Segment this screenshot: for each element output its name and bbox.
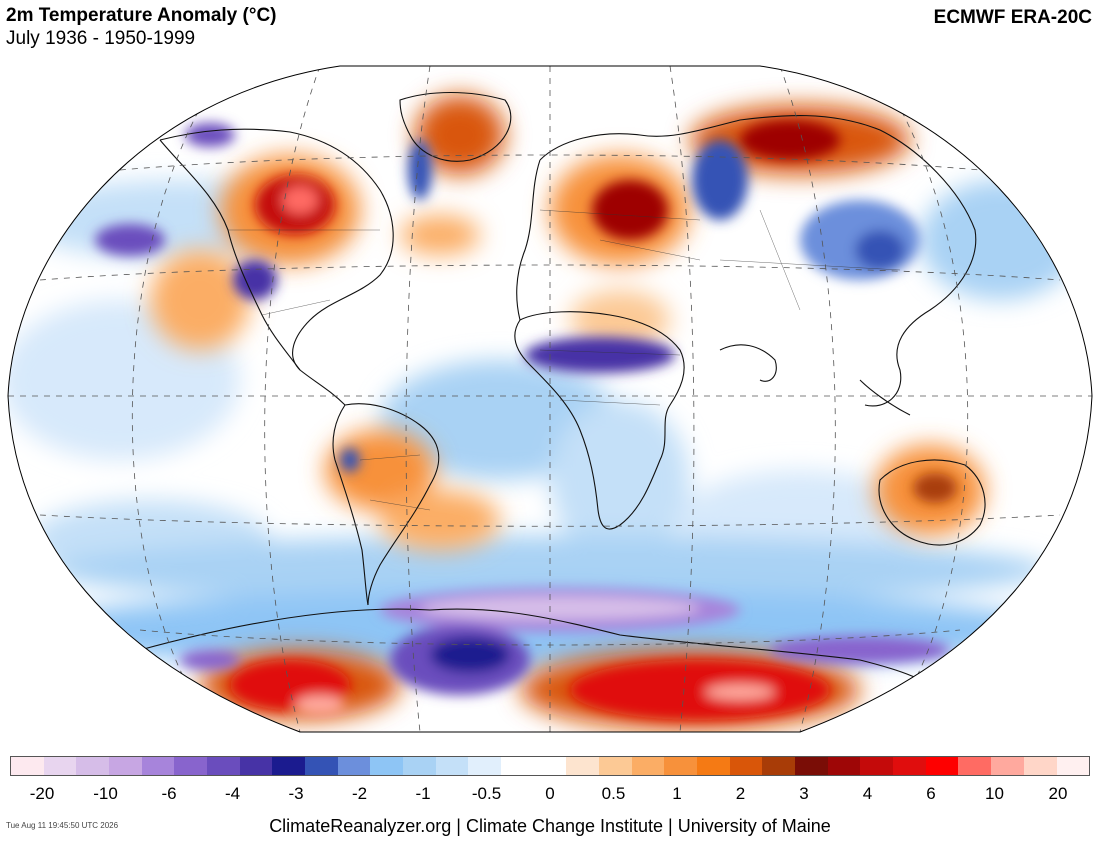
colorbar-tick-labels: -20 -10 -6 -4 -3 -2 -1 -0.5 0 0.5 1 2 3 4 6 10 20 xyxy=(10,784,1090,804)
colorbar xyxy=(10,756,1090,776)
colorbar-segment xyxy=(631,757,665,775)
colorbar-segment xyxy=(501,757,534,775)
colorbar-tick-label: 10 xyxy=(985,784,1004,803)
colorbar-tick-label: -0.5 xyxy=(471,784,502,803)
colorbar-segment xyxy=(207,757,240,775)
colorbar-segment xyxy=(599,757,632,775)
colorbar-segment xyxy=(991,757,1024,775)
colorbar-tick-label: 0 xyxy=(545,784,555,803)
colorbar-segment xyxy=(305,757,338,775)
colorbar-segment xyxy=(403,757,436,775)
colorbar-segment xyxy=(925,757,959,775)
colorbar-tick-label: -4 xyxy=(224,784,241,803)
colorbar-segment xyxy=(468,757,502,775)
colorbar-segment xyxy=(337,757,371,775)
colorbar-tick-label: 4 xyxy=(862,784,873,803)
colorbar-segment xyxy=(566,757,600,775)
colorbar-tick-label: -6 xyxy=(161,784,177,803)
colorbar-segment xyxy=(533,757,567,775)
world-anomaly-map xyxy=(7,65,1093,733)
colorbar-tick-label: 2 xyxy=(735,784,746,803)
colorbar-tick-label: -20 xyxy=(29,784,55,803)
hot-cores xyxy=(230,120,957,720)
map-subtitle: July 1936 - 1950-1999 xyxy=(6,28,196,49)
colorbar-segment xyxy=(958,757,992,775)
colorbar-tick-label: -2 xyxy=(351,784,368,803)
cold-anomalies xyxy=(95,123,950,695)
colorbar-segment xyxy=(860,757,894,775)
colorbar-segment xyxy=(272,757,306,775)
country-borders xyxy=(228,209,901,511)
colorbar-segment xyxy=(1023,757,1057,775)
colorbar-tick-label: -10 xyxy=(93,784,118,803)
colorbar-tick-label: 1 xyxy=(672,784,682,803)
colorbar-segment xyxy=(141,757,175,775)
colorbar-segment xyxy=(435,757,469,775)
graticule xyxy=(8,66,1092,732)
colorbar-segment xyxy=(174,757,208,775)
colorbar-segment xyxy=(11,757,44,775)
colorbar-segment xyxy=(43,757,77,775)
colorbar-segment xyxy=(370,757,404,775)
credit-line: ClimateReanalyzer.org | Climate Change I… xyxy=(269,816,831,836)
colorbar-segment xyxy=(827,757,861,775)
colorbar-tick-label: 6 xyxy=(926,784,936,803)
colorbar-tick-label: 0.5 xyxy=(601,784,626,803)
colorbar-tick-label: -1 xyxy=(415,784,431,803)
dataset-label: ECMWF ERA-20C xyxy=(933,7,1092,28)
colorbar-segment xyxy=(239,757,273,775)
map-title: 2m Temperature Anomaly (°C) xyxy=(6,5,277,26)
colorbar-segment xyxy=(664,757,698,775)
colorbar-tick-label: 3 xyxy=(799,784,809,803)
colorbar-segment xyxy=(1056,757,1090,775)
coastlines xyxy=(139,92,986,701)
render-timestamp: Tue Aug 11 19:45:50 UTC 2026 xyxy=(6,821,119,830)
colorbar-tick-label: -3 xyxy=(288,784,304,803)
map-outline xyxy=(7,65,1093,733)
colorbar-segment xyxy=(76,757,110,775)
colorbar-segment xyxy=(729,757,763,775)
colorbar-segment xyxy=(795,757,828,775)
colorbar-segment xyxy=(697,757,730,775)
colorbar-segment xyxy=(762,757,796,775)
colorbar-tick-label: 20 xyxy=(1048,784,1068,803)
colorbar-segment xyxy=(109,757,142,775)
colorbar-segment xyxy=(893,757,926,775)
